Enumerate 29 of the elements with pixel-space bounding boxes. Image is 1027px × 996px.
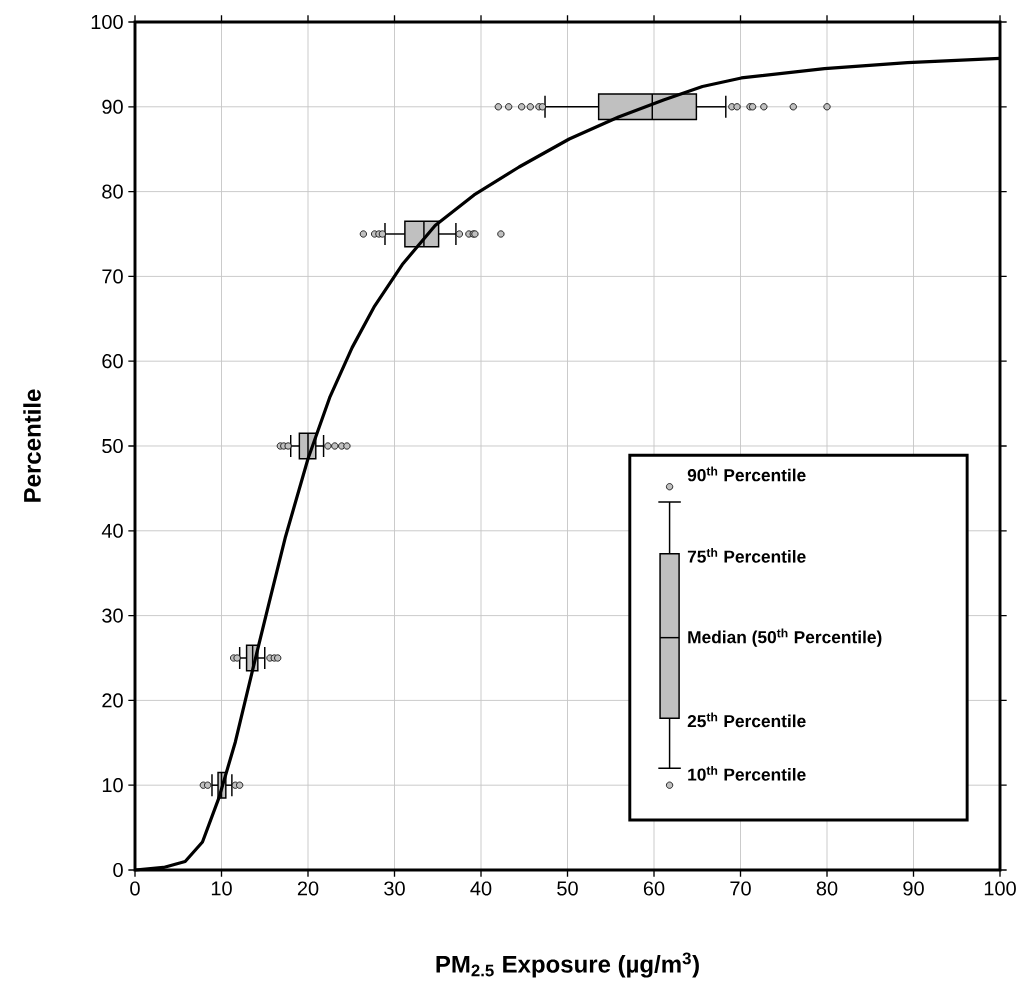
y-tick-label: 70 — [102, 269, 123, 284]
y-tick-label: 30 — [102, 608, 123, 623]
x-tick-label: 30 — [384, 881, 405, 896]
x-axis-title: PM$_{2.5}$ Exposure (µg/m$^{3}$) — [436, 952, 699, 978]
annotation: 90$^{th}$ Percentile — [687, 466, 806, 482]
annotation: 75$^{th}$ Percentile — [687, 548, 806, 563]
y-tick-label: 20 — [102, 693, 123, 708]
x-tick-label: 40 — [470, 881, 492, 896]
x-tick-label: 70 — [730, 881, 751, 896]
x-tick-label: 60 — [643, 881, 665, 896]
y-tick-label: 10 — [102, 778, 123, 793]
y-tick-label: 40 — [101, 523, 123, 538]
x-tick-label: 20 — [297, 881, 319, 896]
annotation: 25$^{th}$ Percentile — [687, 712, 806, 728]
y-tick-label: 50 — [102, 438, 123, 454]
x-tick-label: 50 — [557, 881, 578, 896]
y-tick-label: 100 — [91, 14, 123, 30]
y-tick-label: 90 — [102, 99, 123, 114]
x-tick-label: 90 — [903, 881, 924, 896]
y-tick-label: 80 — [102, 184, 123, 199]
x-tick-label: 10 — [211, 881, 232, 896]
x-tick-label: 100 — [984, 881, 1016, 896]
annotation: 10$^{th}$ Percentile — [688, 765, 806, 781]
y-axis-title: Percentile — [23, 389, 41, 502]
x-tick-label: 0 — [130, 881, 140, 896]
x-tick-label: 80 — [816, 881, 838, 896]
y-tick-label: 0 — [113, 862, 123, 878]
annotation: Median (50$^{th}$ Percentile) — [688, 628, 882, 647]
y-tick-label: 60 — [102, 354, 123, 369]
